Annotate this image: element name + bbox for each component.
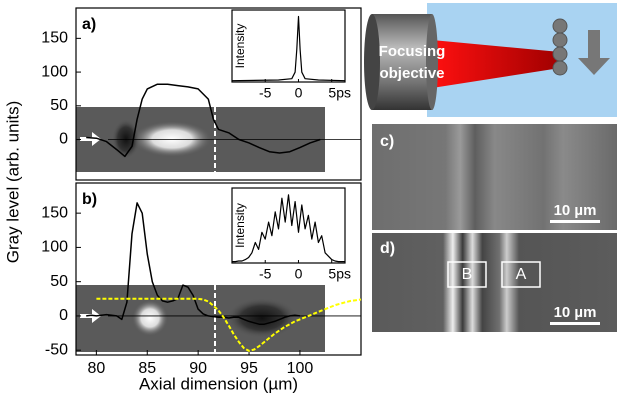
- y-tick-label: 150: [41, 204, 68, 221]
- x-tick-label: 0: [295, 266, 303, 282]
- x-tick-label: 0: [295, 85, 303, 101]
- image-label: d): [380, 240, 395, 257]
- y-tick-label: 0: [59, 307, 68, 324]
- scale-bar-label: 10 µm: [554, 304, 597, 321]
- image-strip-b: [76, 285, 325, 352]
- y-tick-label: 100: [41, 63, 68, 80]
- x-tick-label: 80: [87, 360, 105, 377]
- panel-label: a): [82, 16, 96, 33]
- x-tick-label: 5ps: [328, 266, 351, 282]
- y-axis-label: Intensity: [233, 203, 247, 248]
- x-tick-label: -5: [259, 85, 272, 101]
- image-c: c) 10 µm: [372, 124, 617, 230]
- y-tick-label: -50: [45, 341, 68, 358]
- image-d: d) B A 10 µm: [372, 233, 617, 332]
- x-tick-label: 95: [240, 360, 258, 377]
- x-axis-label: Axial dimension (µm): [139, 374, 298, 393]
- data-line: [232, 194, 345, 263]
- region-label: A: [516, 266, 527, 283]
- plot-frame: [75, 182, 362, 356]
- region-label: B: [462, 266, 473, 283]
- inset-frame: [231, 187, 346, 264]
- data-line: [96, 297, 362, 352]
- y-tick-label: 150: [41, 30, 68, 47]
- y-tick-label: 100: [41, 239, 68, 256]
- plot-frame: [75, 7, 362, 181]
- data-line: [86, 202, 300, 325]
- x-tick-label: 100: [287, 360, 314, 377]
- schematic: Focusing objective: [364, 3, 617, 117]
- schematic-label: objective: [379, 65, 444, 82]
- y-tick-label: 50: [50, 97, 68, 114]
- x-tick-label: 5ps: [328, 85, 351, 101]
- y-tick-label: 0: [59, 131, 68, 148]
- x-tick-label: 85: [138, 360, 156, 377]
- inset-frame: [231, 9, 346, 83]
- scale-bar-label: 10 µm: [554, 202, 597, 219]
- x-tick-label: 90: [189, 360, 207, 377]
- data-line: [86, 83, 321, 158]
- x-tick-label: -5: [259, 266, 272, 282]
- image-label: c): [380, 133, 394, 150]
- y-axis-label: Intensity: [233, 24, 247, 69]
- schematic-label: Focusing: [379, 43, 446, 60]
- data-line: [231, 15, 346, 82]
- y-axis-label: Gray level (arb. units): [3, 101, 22, 264]
- panel-label: b): [82, 191, 97, 208]
- y-tick-label: 50: [50, 273, 68, 290]
